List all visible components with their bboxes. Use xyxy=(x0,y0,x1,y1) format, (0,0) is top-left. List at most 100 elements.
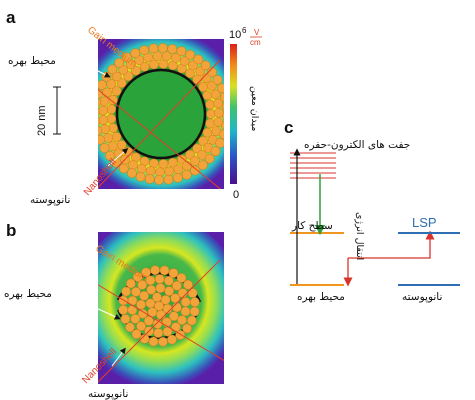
gain-medium-bead xyxy=(168,268,179,278)
nanoshell-fa-a: نانوپوسته xyxy=(30,194,70,206)
gain-medium-bead xyxy=(177,288,188,298)
gain-medium-bead xyxy=(189,306,200,317)
gain-medium-bead xyxy=(139,334,150,344)
gain-medium-bead xyxy=(218,129,224,140)
pointer-gain-b xyxy=(69,295,121,320)
gain-medium-bead xyxy=(107,141,118,151)
gain-medium-bead xyxy=(197,160,208,170)
gain-medium-bead xyxy=(139,45,150,56)
energy-transfer-path xyxy=(348,230,435,259)
colorbar-min: 0 xyxy=(233,189,239,201)
gain-medium-bead xyxy=(169,311,179,322)
gain-medium-bead xyxy=(158,336,168,347)
gain-medium-bead xyxy=(116,78,127,88)
gain-medium-bead xyxy=(99,143,110,153)
gain-medium-bead xyxy=(202,90,213,101)
gain-medium-bead xyxy=(161,317,172,328)
gain-medium-bead xyxy=(192,143,203,154)
gain-medium-bead xyxy=(164,286,175,296)
lsp-label: LSP xyxy=(412,215,437,230)
panel-a-letter: a xyxy=(6,8,16,27)
work-level-label: سطح کار xyxy=(291,220,333,232)
gain-medium-bead xyxy=(173,164,184,175)
gain-medium-bead xyxy=(120,314,131,324)
gain-medium-bead xyxy=(130,48,141,59)
gain-medium-bead xyxy=(185,49,195,60)
gain-medium-bead xyxy=(190,165,200,176)
gain-medium-bead xyxy=(210,89,221,100)
gain-medium-bead xyxy=(192,74,203,85)
gain-medium-bead xyxy=(180,297,191,307)
gain-medium-bead xyxy=(154,274,165,284)
gain-medium-bead xyxy=(164,276,174,286)
gain-medium-bead xyxy=(111,71,122,82)
gain-medium-bead xyxy=(99,96,110,107)
gain-medium-bead xyxy=(114,58,125,68)
gain-medium-bead xyxy=(131,65,141,76)
colorbar-unit-num: V xyxy=(254,28,260,37)
gain-medium-bead xyxy=(160,295,171,305)
gain-medium-bead xyxy=(179,56,190,66)
pointer-gain-a xyxy=(83,63,111,78)
gain-medium-bead xyxy=(176,273,187,283)
gain-medium-bead xyxy=(193,54,204,65)
gain-medium-bead xyxy=(204,153,215,164)
gain-medium-bead xyxy=(111,132,122,142)
gain-medium-bead xyxy=(161,51,172,62)
gain-medium-bead xyxy=(167,44,178,54)
gain-medium-bead xyxy=(137,280,148,290)
gain-medium-bead xyxy=(122,52,132,63)
gain-medium-bead xyxy=(148,43,159,54)
pointer-nanoshell-a xyxy=(107,148,129,167)
gain-medium-bead xyxy=(130,314,141,324)
gain-medium-bead xyxy=(146,284,157,295)
colorbar-max-base: 10 xyxy=(229,29,241,41)
gain-medium-bead xyxy=(221,120,224,130)
gain-medium-bead xyxy=(111,86,122,96)
colorbar xyxy=(230,44,237,184)
gain-medium-bead xyxy=(106,104,117,115)
gain-medium-bead xyxy=(131,287,141,297)
gain-medium-bead xyxy=(139,61,150,72)
gain-medium-bead xyxy=(190,156,200,166)
gain-medium-fa-c: محیط بهره xyxy=(297,291,345,303)
gain-medium-bead xyxy=(131,329,142,339)
gain-medium-beads-b xyxy=(118,265,200,347)
gain-medium-bead xyxy=(158,159,169,169)
panel-b: b Gain medium Nanoshell محیط بهره نانوپو… xyxy=(4,221,224,400)
gain-medium-bead xyxy=(121,286,131,297)
gain-medium-bead xyxy=(205,118,215,129)
gain-medium-bead xyxy=(219,92,224,102)
gain-medium-bead xyxy=(164,166,175,177)
gain-medium-bead xyxy=(183,279,193,290)
gain-medium-bead xyxy=(198,82,208,92)
gain-medium-line-b xyxy=(98,284,224,361)
panel-c-letter: c xyxy=(284,118,293,137)
gain-medium-bead xyxy=(200,60,211,71)
gain-medium-bead xyxy=(152,292,162,303)
gain-medium-bead xyxy=(98,108,100,116)
gain-medium-bead xyxy=(150,265,160,276)
panel-a-field-map xyxy=(98,39,224,189)
gain-medium-bead xyxy=(172,302,182,313)
nanoshell-fa-b: نانوپوسته xyxy=(88,388,128,400)
gain-medium-bead xyxy=(222,112,224,120)
gain-medium-bead xyxy=(159,265,170,276)
gain-medium-bead xyxy=(172,280,182,291)
gain-medium-bead xyxy=(118,163,129,174)
gain-medium-bead xyxy=(98,98,101,108)
gain-medium-bead xyxy=(198,136,208,146)
gain-medium-bead xyxy=(132,272,143,282)
gain-medium-bead xyxy=(177,315,187,325)
gain-medium-bead xyxy=(98,105,108,116)
energy-transfer-label: انتقال انرژی xyxy=(354,212,365,260)
panel-c: c جفت های الکترون-حفره سطح کار انتقال ان… xyxy=(284,118,460,303)
gain-medium-bead xyxy=(158,43,168,53)
panel-b-field-map xyxy=(98,232,224,384)
gain-medium-bead xyxy=(167,157,178,168)
pointer-nanoshell-b xyxy=(111,347,126,367)
gain-medium-bead xyxy=(118,305,129,315)
gain-medium-bead xyxy=(153,328,164,338)
gain-medium-fa-a: محیط بهره xyxy=(8,55,56,67)
gain-medium-bead xyxy=(148,336,159,347)
